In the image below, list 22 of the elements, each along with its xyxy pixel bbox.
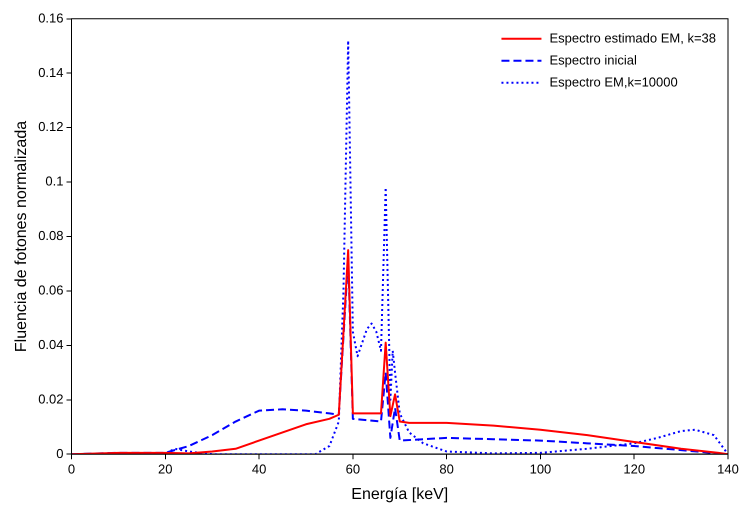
y-tick-label: 0.04 [38, 336, 64, 352]
x-tick-label: 80 [439, 462, 454, 477]
y-tick-label: 0 [56, 446, 64, 461]
y-tick-label: 0.12 [38, 119, 64, 134]
x-tick-label: 20 [158, 462, 173, 477]
y-tick-label: 0.02 [38, 391, 64, 406]
y-tick-label: 0.1 [45, 174, 64, 189]
x-tick-label: 100 [530, 462, 552, 477]
y-axis-title: Fluencia de fotones normalizada [13, 120, 30, 352]
y-tick-label: 0.08 [38, 228, 64, 244]
x-tick-label: 0 [68, 462, 76, 477]
x-axis-title: Energía [keV] [351, 486, 448, 503]
x-tick-label: 40 [252, 462, 266, 477]
y-tick-label: 0.06 [38, 282, 64, 298]
y-tick-label: 0.14 [38, 64, 64, 80]
x-tick-label: 120 [623, 462, 646, 477]
legend-label: Espectro EM,k=10000 [549, 74, 678, 90]
x-tick-label: 60 [346, 462, 360, 477]
legend-label: Espectro estimado EM, k=38 [549, 30, 716, 46]
legend-label: Espectro inicial [549, 52, 637, 68]
y-tick-label: 0.16 [38, 10, 64, 26]
x-tick-label: 140 [717, 462, 739, 477]
